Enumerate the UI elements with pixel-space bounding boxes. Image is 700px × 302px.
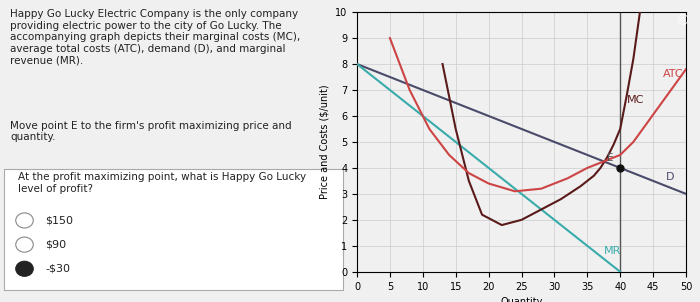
FancyBboxPatch shape	[4, 169, 343, 290]
Text: -$30: -$30	[46, 264, 71, 274]
Circle shape	[16, 261, 34, 276]
Text: E: E	[607, 153, 613, 163]
Text: Move point E to the firm's profit maximizing price and
quantity.: Move point E to the firm's profit maximi…	[10, 121, 292, 143]
Text: At the profit maximizing point, what is Happy Go Lucky
level of profit?: At the profit maximizing point, what is …	[18, 172, 306, 194]
Text: ◎: ◎	[676, 11, 689, 25]
Text: $90: $90	[46, 239, 66, 250]
Text: ATC: ATC	[663, 69, 684, 79]
Text: Happy Go Lucky Electric Company is the only company
providing electric power to : Happy Go Lucky Electric Company is the o…	[10, 9, 301, 66]
Text: $150: $150	[46, 215, 74, 226]
Y-axis label: Price and Costs ($/unit): Price and Costs ($/unit)	[319, 85, 330, 199]
Text: D: D	[666, 172, 675, 182]
Text: MC: MC	[626, 95, 644, 105]
Text: MR: MR	[603, 246, 621, 255]
X-axis label: Quantity: Quantity	[500, 297, 542, 302]
